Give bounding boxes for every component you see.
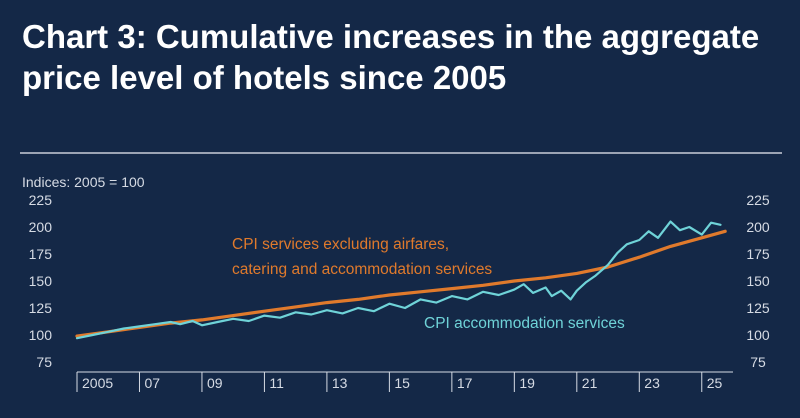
y-tick-label-left: 200 <box>29 219 53 235</box>
annotation-cyan: CPI accommodation services <box>424 315 625 332</box>
x-tick-label: 2005 <box>82 375 113 391</box>
x-tick-label: 09 <box>207 375 223 391</box>
y-tick-label-right: 150 <box>746 273 770 289</box>
x-tick-label: 19 <box>519 375 535 391</box>
x-tick-label: 07 <box>144 375 160 391</box>
x-tick-label: 21 <box>582 375 598 391</box>
right-y-axis: 225 200 175 150 125 100 75 <box>746 192 770 370</box>
chart-subtitle: Indices: 2005 = 100 <box>22 174 145 190</box>
y-tick-label-right: 225 <box>746 192 770 208</box>
x-tick-label: 25 <box>707 375 723 391</box>
x-tick-label: 17 <box>457 375 473 391</box>
y-tick-label-left: 150 <box>29 273 53 289</box>
x-axis: 2005 07 09 11 13 15 17 19 21 23 25 <box>76 371 733 392</box>
series-group <box>75 220 727 340</box>
y-tick-label-left: 225 <box>29 192 53 208</box>
y-tick-label-left: 75 <box>36 354 52 370</box>
x-tick-label: 13 <box>332 375 348 391</box>
series-line-cpi-accommodation <box>75 220 722 340</box>
y-tick-label-left: 175 <box>29 246 53 262</box>
annotation-orange-line1: CPI services excluding airfares, <box>232 236 449 253</box>
annotations: CPI services excluding airfares, caterin… <box>232 236 625 332</box>
y-tick-label-left: 100 <box>29 327 53 343</box>
y-tick-label-right: 200 <box>746 219 770 235</box>
chart-title: Chart 3: Cumulative increases in the agg… <box>22 18 760 96</box>
y-tick-label-right: 75 <box>750 354 766 370</box>
left-y-axis: 225 200 175 150 125 100 75 <box>29 192 53 370</box>
x-tick-label: 11 <box>269 375 284 391</box>
y-tick-label-right: 175 <box>746 246 770 262</box>
annotation-orange-line2: catering and accommodation services <box>232 261 492 278</box>
y-tick-label-right: 125 <box>746 300 770 316</box>
x-tick-label: 23 <box>644 375 660 391</box>
y-tick-label-right: 100 <box>746 327 770 343</box>
y-tick-label-left: 125 <box>29 300 53 316</box>
x-tick-label: 15 <box>394 375 410 391</box>
